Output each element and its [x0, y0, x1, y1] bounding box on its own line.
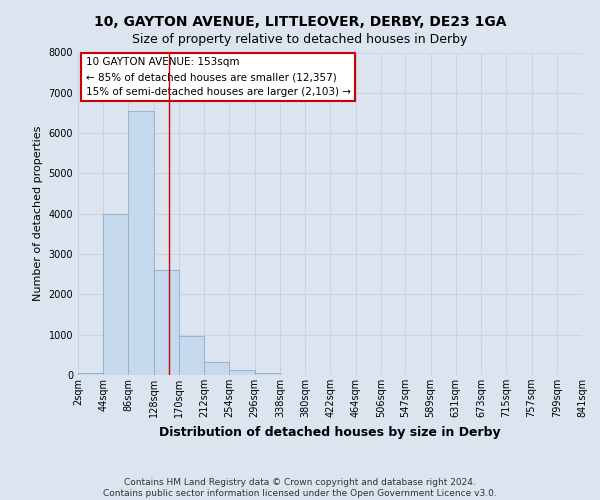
Bar: [254, 373, 280, 375]
Bar: [229, 370, 254, 375]
Text: Size of property relative to detached houses in Derby: Size of property relative to detached ho…: [133, 32, 467, 46]
Bar: [128, 111, 154, 375]
Bar: [154, 270, 179, 375]
X-axis label: Distribution of detached houses by size in Derby: Distribution of detached houses by size …: [159, 426, 501, 438]
Text: Contains HM Land Registry data © Crown copyright and database right 2024.
Contai: Contains HM Land Registry data © Crown c…: [103, 478, 497, 498]
Text: 10, GAYTON AVENUE, LITTLEOVER, DERBY, DE23 1GA: 10, GAYTON AVENUE, LITTLEOVER, DERBY, DE…: [94, 15, 506, 29]
Y-axis label: Number of detached properties: Number of detached properties: [33, 126, 43, 302]
Bar: [103, 214, 128, 375]
Bar: [78, 372, 103, 375]
Bar: [204, 362, 229, 375]
Bar: [179, 336, 204, 375]
Text: 10 GAYTON AVENUE: 153sqm
← 85% of detached houses are smaller (12,357)
15% of se: 10 GAYTON AVENUE: 153sqm ← 85% of detach…: [86, 58, 350, 97]
